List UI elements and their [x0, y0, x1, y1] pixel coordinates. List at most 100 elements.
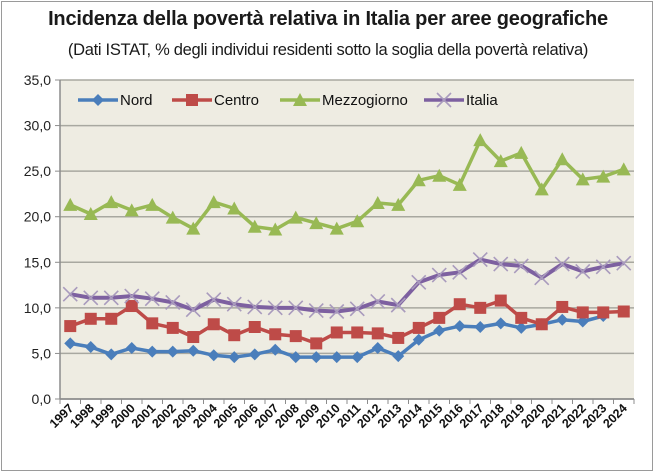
- legend-label-centro: Centro: [214, 92, 259, 109]
- data-point-nord: [392, 350, 405, 363]
- data-point-centro: [576, 306, 589, 319]
- data-point-mezzogiorno: [227, 201, 242, 215]
- data-point-italia: [513, 258, 529, 274]
- data-point-centro: [105, 312, 118, 325]
- data-point-italia: [370, 293, 386, 310]
- data-point-centro: [125, 300, 138, 313]
- y-tick-label: 30,0: [24, 118, 51, 134]
- data-point-mezzogiorno: [206, 195, 221, 209]
- data-point-mezzogiorno: [247, 219, 262, 233]
- data-point-mezzogiorno: [616, 162, 631, 176]
- data-point-italia: [124, 288, 140, 304]
- data-point-nord: [330, 351, 343, 364]
- data-point-centro: [64, 320, 77, 333]
- data-point-mezzogiorno: [452, 177, 467, 191]
- data-point-mezzogiorno: [411, 173, 426, 187]
- data-point-mezzogiorno: [534, 182, 549, 196]
- data-point-centro: [494, 294, 507, 307]
- data-point-italia: [226, 296, 242, 312]
- y-tick-label: 0,0: [32, 391, 52, 407]
- series-line-centro: [69, 298, 624, 346]
- data-point-nord: [228, 351, 241, 364]
- data-point-mezzogiorno: [309, 216, 324, 230]
- legend-marker-mezzogiorno: [293, 93, 307, 106]
- plot-area: [60, 80, 634, 399]
- data-point-centro: [515, 311, 528, 324]
- data-point-centro: [433, 311, 446, 324]
- data-point-mezzogiorno: [63, 197, 78, 211]
- legend-marker-centro: [186, 94, 198, 106]
- series-line-mezzogiorno: [69, 138, 625, 232]
- data-point-centro: [146, 317, 159, 330]
- data-point-mezzogiorno: [493, 154, 508, 168]
- series-line-italia: [69, 257, 625, 314]
- data-point-nord: [412, 333, 425, 346]
- data-point-italia: [575, 263, 591, 279]
- data-point-mezzogiorno: [350, 214, 365, 228]
- data-point-italia: [308, 303, 324, 319]
- data-point-centro: [392, 331, 405, 344]
- data-point-nord: [371, 341, 384, 354]
- data-point-nord: [289, 351, 302, 364]
- data-point-italia: [83, 290, 99, 306]
- data-point-italia: [103, 290, 119, 306]
- y-tick-label: 10,0: [24, 300, 51, 316]
- data-point-nord: [125, 341, 138, 354]
- data-point-italia: [554, 256, 570, 272]
- data-point-italia: [206, 292, 222, 308]
- data-point-mezzogiorno: [104, 195, 119, 209]
- data-point-mezzogiorno: [145, 197, 160, 211]
- legend-marker-nord: [92, 94, 104, 106]
- data-point-italia: [390, 297, 406, 313]
- data-point-nord: [310, 351, 323, 364]
- y-tick-label: 35,0: [24, 72, 51, 88]
- data-point-italia: [247, 299, 263, 315]
- data-point-mezzogiorno: [432, 168, 447, 182]
- data-point-mezzogiorno: [186, 221, 201, 235]
- data-point-nord: [351, 351, 364, 364]
- data-point-italia: [534, 270, 550, 286]
- data-point-centro: [330, 326, 343, 339]
- data-point-italia: [616, 255, 632, 271]
- data-point-nord: [269, 343, 282, 356]
- legend-label-mezzogiorno: Mezzogiorno: [322, 92, 408, 109]
- data-point-centro: [166, 321, 179, 334]
- data-point-italia: [493, 256, 509, 272]
- data-point-nord: [166, 345, 179, 358]
- y-tick-label: 25,0: [24, 163, 51, 179]
- data-point-centro: [351, 326, 364, 339]
- data-point-mezzogiorno: [165, 210, 180, 224]
- data-point-nord: [64, 337, 77, 350]
- y-tick-label: 15,0: [24, 254, 51, 270]
- data-point-italia: [144, 291, 160, 307]
- data-point-italia: [62, 286, 78, 302]
- data-point-italia: [411, 274, 427, 290]
- data-point-mezzogiorno: [268, 222, 283, 236]
- data-point-centro: [84, 312, 97, 325]
- data-point-italia: [185, 302, 201, 318]
- data-point-italia: [329, 303, 345, 320]
- data-point-centro: [289, 330, 302, 343]
- data-point-mezzogiorno: [555, 152, 570, 166]
- data-point-mezzogiorno: [83, 206, 98, 220]
- data-point-centro: [228, 329, 241, 342]
- data-point-nord: [474, 320, 487, 333]
- chart-subtitle: (Dati ISTAT, % degli individui residenti…: [67, 41, 589, 59]
- data-point-centro: [474, 301, 487, 314]
- data-point-centro: [597, 306, 610, 319]
- data-point-nord: [105, 348, 118, 361]
- data-point-centro: [187, 331, 200, 344]
- data-point-nord: [453, 320, 466, 333]
- data-point-centro: [453, 298, 466, 311]
- data-point-mezzogiorno: [329, 221, 344, 235]
- legend-label-italia: Italia: [466, 92, 498, 109]
- data-point-italia: [431, 267, 447, 283]
- data-point-nord: [494, 317, 507, 330]
- data-point-italia: [288, 300, 304, 316]
- data-point-mezzogiorno: [288, 210, 303, 224]
- data-point-nord: [146, 345, 159, 358]
- data-point-nord: [248, 348, 261, 361]
- data-point-centro: [207, 318, 220, 331]
- data-point-centro: [412, 321, 425, 334]
- data-point-mezzogiorno: [596, 169, 611, 183]
